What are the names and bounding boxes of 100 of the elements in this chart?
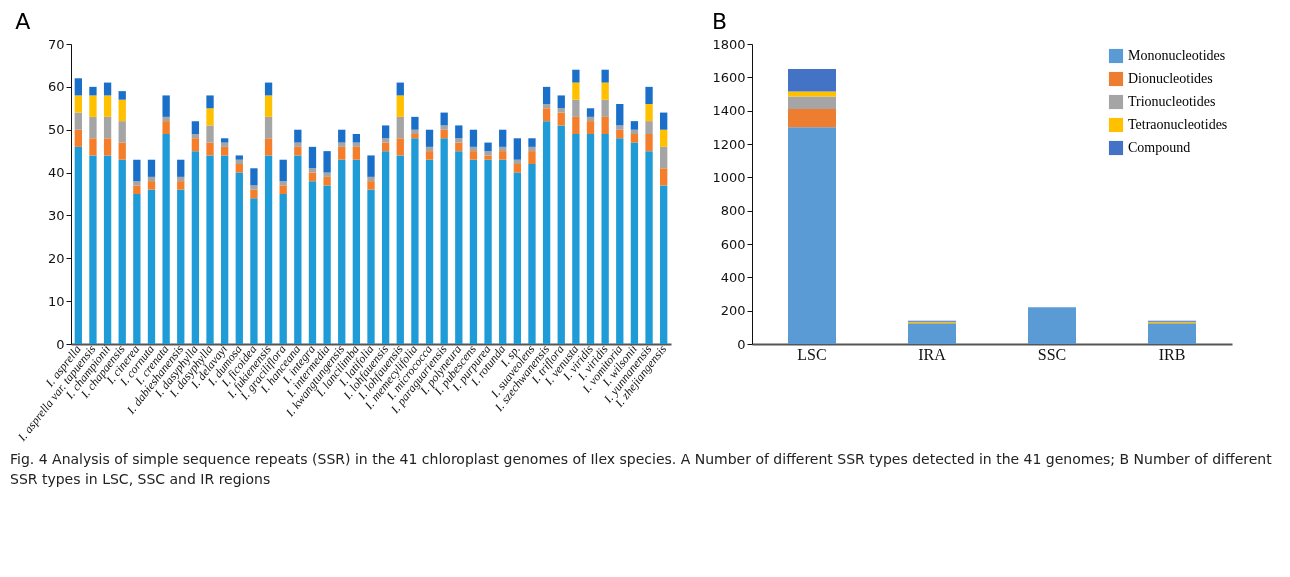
caption: Fig. 4 Analysis of simple sequence repeats (SSR) in the 41 chloroplast genomes of Ilex species. A Number of different SSR types detected in the 41 genomes; B Number of different SSR types in LSC, SSC and IR regions — [10, 450, 1273, 489]
y-tick-label: 30 — [47, 207, 65, 223]
bar — [118, 91, 126, 100]
bar — [1148, 323, 1196, 344]
bar — [425, 129, 434, 147]
bar — [250, 198, 258, 344]
y-tick-label: 40 — [47, 165, 65, 181]
bar — [542, 86, 551, 104]
bar — [162, 116, 170, 122]
bar — [381, 138, 390, 143]
x-tick-label: IRB — [1158, 345, 1186, 363]
legend-label: Compound — [1128, 140, 1191, 155]
bar — [381, 125, 390, 139]
bar — [235, 159, 243, 164]
bar — [352, 134, 361, 143]
y-tick-label: 1400 — [712, 103, 746, 119]
bar — [601, 82, 609, 100]
bar — [74, 95, 82, 113]
bar — [279, 194, 287, 344]
bar — [352, 159, 361, 344]
y-tick-label: 70 — [47, 36, 65, 52]
bar — [206, 95, 214, 109]
bar — [206, 108, 214, 126]
bar — [279, 159, 287, 182]
bar — [528, 151, 536, 164]
bar — [103, 138, 112, 156]
bar — [264, 138, 273, 156]
bar — [411, 134, 419, 139]
bar — [133, 159, 141, 182]
bar — [191, 134, 200, 139]
bar — [908, 323, 956, 344]
bar — [788, 127, 836, 344]
bar — [601, 134, 609, 344]
chart-title: B — [711, 9, 728, 34]
bar — [235, 164, 243, 173]
y-tick-label: 1200 — [712, 136, 746, 152]
bar — [542, 108, 551, 122]
legend-label: Dionucleotides — [1128, 71, 1213, 86]
bar — [103, 155, 112, 344]
bar — [499, 146, 507, 152]
bar — [513, 138, 521, 160]
bar — [250, 189, 258, 199]
bar — [147, 176, 156, 182]
bar — [367, 155, 375, 177]
bar — [89, 116, 97, 139]
bar — [630, 142, 639, 344]
bar — [469, 129, 478, 147]
bar — [381, 151, 390, 344]
bar — [323, 176, 331, 186]
bar — [89, 155, 97, 344]
bar — [586, 121, 595, 134]
bar — [513, 159, 521, 164]
bar — [147, 181, 156, 190]
bar — [177, 159, 185, 177]
bar — [513, 164, 521, 173]
bar — [411, 129, 419, 134]
bar — [557, 108, 565, 113]
y-tick-label: 1600 — [712, 69, 746, 85]
bar — [1028, 307, 1076, 344]
bar — [455, 125, 463, 139]
y-tick-label: 600 — [720, 236, 746, 252]
bar — [630, 134, 639, 143]
bar — [484, 142, 492, 152]
bar — [89, 86, 97, 96]
bar — [118, 121, 126, 143]
bar — [586, 134, 595, 344]
bar — [338, 142, 346, 147]
bar — [455, 151, 463, 344]
bar — [103, 116, 112, 139]
bar — [660, 185, 668, 344]
bar — [660, 146, 668, 169]
bar — [206, 125, 214, 143]
bar — [572, 134, 580, 344]
y-tick-label: 20 — [47, 250, 65, 266]
bar — [308, 168, 317, 173]
bar — [338, 129, 346, 143]
bar — [440, 138, 448, 344]
bar — [264, 155, 273, 344]
bar — [542, 104, 551, 109]
bar — [162, 134, 170, 344]
bar — [499, 151, 507, 160]
bar — [788, 69, 836, 92]
bar — [411, 138, 419, 344]
bar — [557, 125, 565, 344]
bar — [74, 146, 82, 344]
x-tick-label: LSC — [797, 345, 827, 363]
bar — [528, 138, 536, 147]
bar — [411, 116, 419, 130]
y-tick-label: 1800 — [712, 36, 746, 52]
bar — [162, 121, 170, 134]
bar — [177, 189, 185, 344]
bar — [294, 142, 302, 147]
bar — [469, 151, 478, 160]
bar — [118, 142, 126, 160]
bar — [469, 146, 478, 152]
bar — [645, 134, 653, 152]
bar — [660, 112, 668, 130]
bar — [74, 78, 82, 96]
bar — [250, 168, 258, 186]
bar — [484, 159, 492, 344]
